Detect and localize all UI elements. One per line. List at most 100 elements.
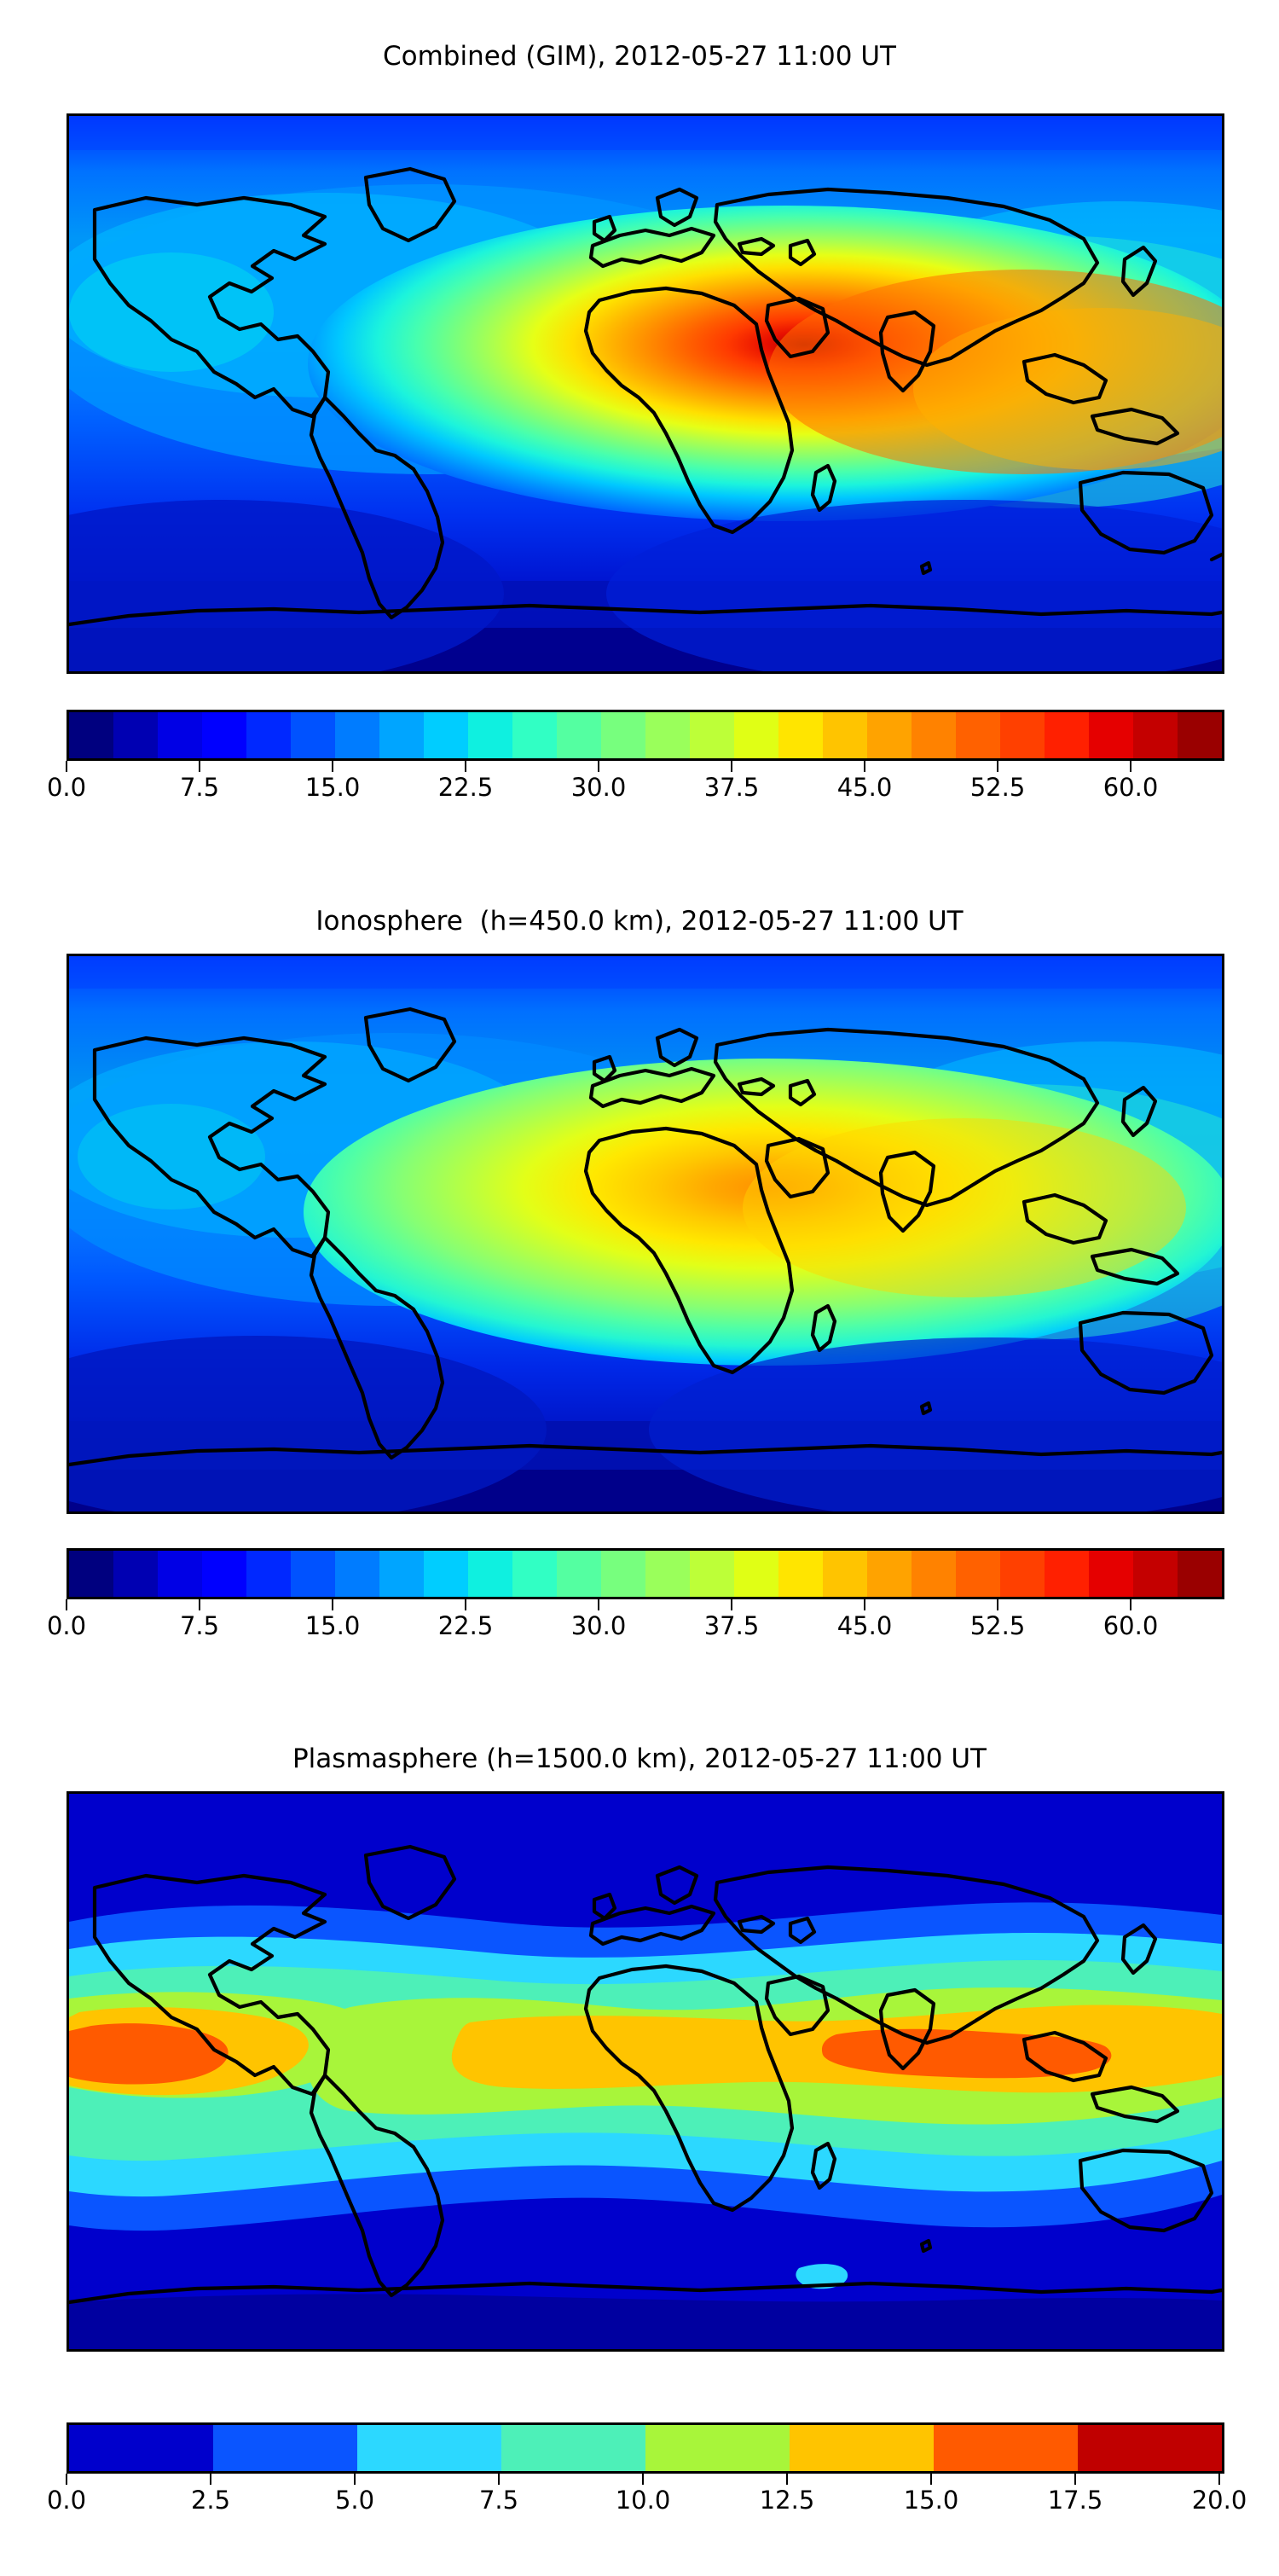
colorbar-segment (202, 1551, 246, 1597)
colorbar-segment (912, 1551, 956, 1597)
colorbar-segment (1178, 712, 1222, 758)
colorbar-tick-label: 7.5 (179, 773, 220, 802)
colorbar-segment (1078, 2425, 1222, 2471)
coastlines-layer (69, 1007, 1222, 1467)
coastlines-layer (69, 166, 1222, 627)
colorbar-segment (69, 712, 113, 758)
colorbar-tick-label: 15.0 (304, 1611, 361, 1640)
map-plasmasphere (67, 1791, 1224, 2352)
colorbar-tick-mark (1130, 761, 1131, 772)
colorbar-segment (1089, 1551, 1133, 1597)
colorbar-tick-label: 52.5 (969, 1611, 1026, 1640)
colorbar-tick-label: 0.0 (46, 773, 87, 802)
colorbar-tick-label: 37.5 (703, 1611, 760, 1640)
colorbar-tick-label: 17.5 (1047, 2486, 1103, 2515)
colorbar-tick-mark (66, 2474, 67, 2485)
colorbar-tick-mark (332, 1599, 333, 1610)
colorbar-segment (1089, 712, 1133, 758)
colorbar-tick-mark (1218, 2474, 1220, 2485)
colorbar-tick-label: 12.5 (759, 2486, 815, 2515)
colorbar-tick-label: 37.5 (703, 773, 760, 802)
colorbar-tick-label: 22.5 (437, 1611, 494, 1640)
colorbar-tick-mark (864, 1599, 865, 1610)
colorbar-segment (934, 2425, 1078, 2471)
colorbar-segment (512, 712, 557, 758)
panel-combined-gim: Combined (GIM), 2012-05-27 11:00 UT (0, 0, 1279, 870)
panel-plasmasphere: Plasmasphere (h=1500.0 km), 2012-05-27 1… (0, 1723, 1279, 2559)
colorbar-tick-label: 22.5 (437, 773, 494, 802)
colorbar-combined-gim (67, 710, 1224, 761)
colorbar-segment (778, 712, 823, 758)
colorbar-segment (424, 712, 468, 758)
colorbar-segment (1000, 1551, 1045, 1597)
map-ionosphere (67, 954, 1224, 1514)
colorbar-tick-mark (930, 2474, 932, 2485)
colorbar-wrap-combined-gim: 0.0 7.5 15.0 22.5 30.0 37.5 45.0 52.5 60.0 (47, 710, 1224, 812)
colorbar-segment (956, 712, 1000, 758)
colorbar-tick-mark (1074, 2474, 1076, 2485)
colorbar-tick-mark (354, 2474, 356, 2485)
colorbar-tick-mark (864, 761, 865, 772)
colorbar-segment (291, 712, 335, 758)
colorbar-tick-label: 52.5 (969, 773, 1026, 802)
colorbar-wrap-plasmasphere: 0.0 2.5 5.0 7.5 10.0 12.5 15.0 17.5 20.0 (47, 2422, 1247, 2525)
colorbar-segment (213, 2425, 357, 2471)
colorbar-tick-mark (997, 1599, 998, 1610)
map-canvas-ionosphere (69, 956, 1222, 1511)
colorbar-segment (291, 1551, 335, 1597)
colorbar-tick-label: 60.0 (1102, 1611, 1159, 1640)
colorbar-ticks-plasmasphere: 0.0 2.5 5.0 7.5 10.0 12.5 15.0 17.5 20.0 (47, 2474, 1247, 2576)
colorbar-tick-mark (598, 1599, 599, 1610)
colorbar-segment (1133, 1551, 1178, 1597)
map-combined-gim (67, 113, 1224, 674)
colorbar-segment (601, 712, 645, 758)
colorbar-segment (468, 1551, 512, 1597)
colorbar-segment (468, 712, 512, 758)
colorbar-segment (69, 2425, 213, 2471)
colorbar-tick-label: 45.0 (836, 773, 893, 802)
colorbar-segment (734, 712, 778, 758)
colorbar-segment (113, 1551, 158, 1597)
contour-bands-plasmasphere (69, 1794, 1222, 2349)
colorbar-segment (357, 2425, 501, 2471)
colorbar-tick-label: 10.0 (615, 2486, 671, 2515)
colorbar-segment (778, 1551, 823, 1597)
colorbar-ionosphere (67, 1548, 1224, 1599)
colorbar-segment (1045, 712, 1089, 758)
colorbar-segment (823, 712, 867, 758)
colorbar-tick-mark (199, 1599, 200, 1610)
colorbar-segment (734, 1551, 778, 1597)
map-canvas-combined-gim (69, 116, 1222, 671)
colorbar-segment (1133, 712, 1178, 758)
colorbar-segment (690, 712, 734, 758)
colorbar-tick-mark (210, 2474, 211, 2485)
colorbar-segment (379, 1551, 424, 1597)
colorbar-tick-label: 0.0 (46, 1611, 87, 1640)
colorbar-segment (158, 712, 202, 758)
colorbar-tick-mark (498, 2474, 500, 2485)
colorbar-tick-mark (199, 761, 200, 772)
colorbar-tick-mark (332, 761, 333, 772)
colorbar-segment (601, 1551, 645, 1597)
colorbar-segment (512, 1551, 557, 1597)
panel-title-combined-gim: Combined (GIM), 2012-05-27 11:00 UT (383, 41, 896, 72)
colorbar-segment (501, 2425, 645, 2471)
colorbar-segment (867, 712, 912, 758)
colorbar-tick-label: 20.0 (1191, 2486, 1247, 2515)
colorbar-tick-label: 2.5 (190, 2486, 231, 2515)
colorbar-tick-mark (731, 1599, 732, 1610)
colorbar-wrap-ionosphere: 0.0 7.5 15.0 22.5 30.0 37.5 45.0 52.5 60.0 (47, 1548, 1224, 1651)
colorbar-segment (557, 1551, 601, 1597)
colorbar-segment (645, 1551, 690, 1597)
colorbar-tick-label: 60.0 (1102, 773, 1159, 802)
colorbar-segment (113, 712, 158, 758)
colorbar-ticks-ionosphere: 0.0 7.5 15.0 22.5 30.0 37.5 45.0 52.5 60.0 (47, 1599, 1224, 1702)
colorbar-plasmasphere (67, 2422, 1224, 2474)
colorbar-segment (956, 1551, 1000, 1597)
colorbar-tick-mark (66, 1599, 67, 1610)
panel-title-ionosphere: Ionosphere (h=450.0 km), 2012-05-27 11:0… (315, 906, 964, 937)
colorbar-segment (69, 1551, 113, 1597)
colorbar-tick-mark (786, 2474, 788, 2485)
colorbar-tick-mark (598, 761, 599, 772)
